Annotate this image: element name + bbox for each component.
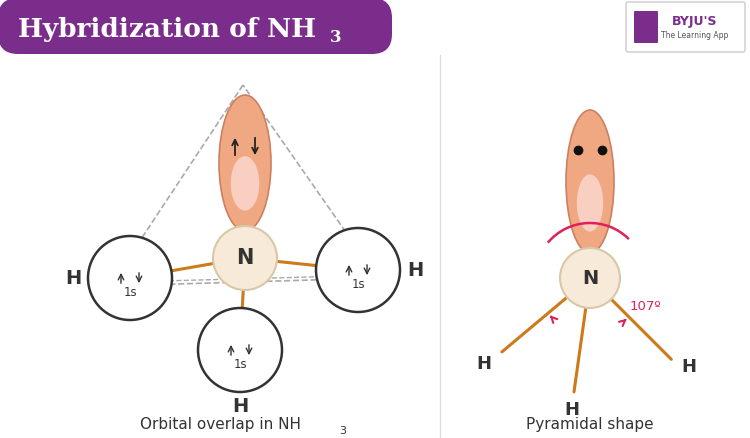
- Text: N: N: [236, 248, 254, 268]
- Text: N: N: [582, 268, 598, 287]
- Text: H: H: [232, 396, 248, 416]
- Text: H: H: [565, 401, 580, 419]
- Text: BYJU'S: BYJU'S: [672, 15, 718, 28]
- Text: 1s: 1s: [351, 278, 364, 290]
- Circle shape: [198, 308, 282, 392]
- Text: 1s: 1s: [123, 286, 136, 299]
- Text: 107º: 107º: [629, 300, 661, 312]
- Ellipse shape: [231, 156, 260, 211]
- Text: Pyramidal shape: Pyramidal shape: [526, 417, 654, 432]
- Circle shape: [560, 248, 620, 308]
- Text: H: H: [682, 358, 697, 376]
- Text: H: H: [64, 268, 81, 287]
- FancyBboxPatch shape: [0, 0, 392, 54]
- Text: The Learning App: The Learning App: [662, 32, 729, 40]
- Text: 1s: 1s: [233, 357, 247, 371]
- Text: Hybridization of NH: Hybridization of NH: [18, 18, 316, 42]
- Text: 3: 3: [330, 28, 341, 46]
- Text: 3: 3: [340, 426, 346, 436]
- FancyBboxPatch shape: [634, 11, 658, 43]
- Circle shape: [88, 236, 172, 320]
- Text: H: H: [476, 355, 491, 373]
- Text: Orbital overlap in NH: Orbital overlap in NH: [140, 417, 301, 432]
- Ellipse shape: [219, 95, 271, 231]
- Circle shape: [316, 228, 400, 312]
- Circle shape: [213, 226, 277, 290]
- Text: H: H: [406, 261, 423, 279]
- Ellipse shape: [566, 110, 614, 253]
- FancyBboxPatch shape: [626, 2, 745, 52]
- Ellipse shape: [577, 174, 603, 232]
